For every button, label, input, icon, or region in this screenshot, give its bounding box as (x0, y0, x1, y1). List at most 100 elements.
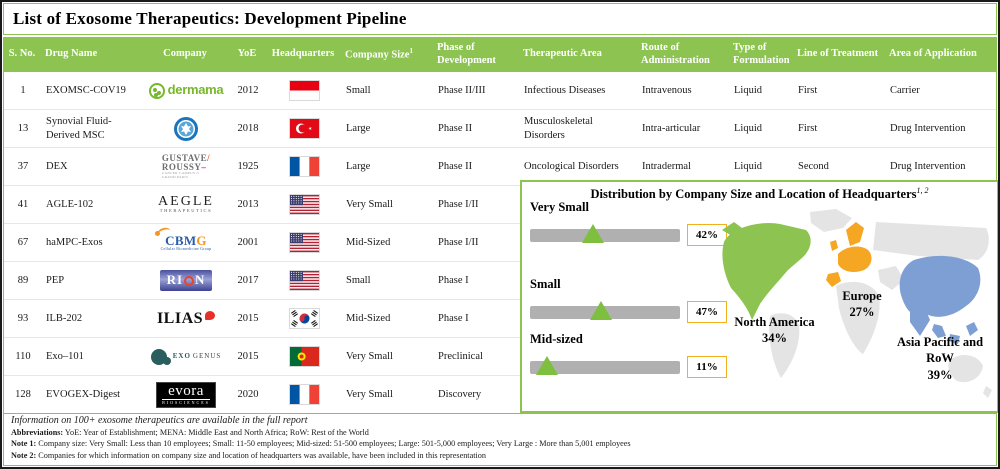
cell-headquarters-flag (266, 309, 342, 328)
cell-formulation: Liquid (734, 84, 762, 96)
usa-flag-icon (289, 271, 319, 290)
cell-phase: Phase I/II (438, 236, 479, 248)
cell-yoe: 1925 (237, 160, 259, 172)
cell-drug-name: AGLE-102 (46, 198, 94, 210)
cell-drug-name: PEP (46, 274, 65, 286)
cell-line-of-treatment: Second (798, 160, 829, 172)
column-header-yoe: YoE (237, 48, 257, 60)
ilias-logo: ILIAS (157, 309, 216, 329)
cell-drug-name: EVOGEX-Digest (46, 388, 121, 400)
cell-formulation: Liquid (734, 122, 762, 134)
cell-company-size: Very Small (346, 350, 393, 362)
france-flag-icon (289, 385, 319, 404)
column-header-route-of-administration: Route of Administration (641, 42, 710, 66)
column-header-drug-name: Drug Name (45, 48, 98, 60)
column-header-company-size: Company Size1 (345, 47, 413, 61)
cell-drug-name: Synovial Fluid-Derived MSC (46, 116, 112, 141)
cell-phase: Preclinical (438, 350, 483, 362)
map-china (899, 255, 981, 317)
region-value: 27% (849, 305, 875, 320)
cbmg-logo: CBMG Cellular Biomedicine Group (154, 225, 212, 251)
cell-s-no: 89 (17, 274, 29, 286)
cell-application: Carrier (890, 84, 920, 96)
cell-headquarters-flag (266, 233, 342, 252)
bar-group-very-small: Very Small 42% (530, 200, 735, 246)
cell-headquarters-flag (266, 157, 342, 176)
map-africa (836, 281, 880, 354)
indonesia-flag-icon (289, 81, 319, 100)
map-australia (948, 355, 983, 383)
cell-s-no: 110 (15, 350, 31, 362)
france-flag-icon (289, 157, 319, 176)
table-row: 1 EXOMSC-COV19 dermama 2012 Small Phase II/II… (4, 72, 996, 110)
usa-flag-icon (289, 233, 319, 252)
cell-company-size: Small (346, 84, 371, 96)
footer-note-lines: Abbreviations: YoE: Year of Establishmen… (11, 427, 989, 461)
cell-drug-name: ILB-202 (46, 312, 83, 324)
bar-track (530, 229, 680, 242)
cell-headquarters-flag (266, 271, 342, 290)
cell-yoe: 2015 (237, 350, 259, 362)
map-south-america (769, 313, 800, 378)
cell-application: Drug Intervention (890, 122, 966, 134)
gustave-roussy-logo: GUSTAVE/ROUSSY– CANCER CAMPUS /\ GRAND PAR… (161, 153, 211, 179)
cell-phase: Phase II (438, 160, 473, 172)
dermama-icon (148, 82, 165, 99)
cell-company-size: Large (346, 122, 371, 134)
cell-route: Intra-articular (642, 122, 701, 134)
column-header-area-of-application: Area of Application (889, 48, 977, 60)
cell-company-logo (142, 116, 230, 142)
column-header-phase-of-development: Phase of Development (437, 42, 496, 66)
map-north-america (722, 222, 811, 320)
cell-phase: Phase I/II (438, 198, 479, 210)
region-value: 39% (927, 367, 953, 382)
bar-label: Small (530, 277, 561, 291)
cell-company-logo: ILIAS (142, 309, 230, 329)
table-row: 89 PEP RI N 2017 Small Phase I (4, 262, 996, 300)
map-label-europe: Europe 27% (822, 288, 902, 321)
bar-label: Very Small (530, 200, 589, 214)
title-bar: List of Exosome Therapeutics: Developmen… (3, 3, 997, 35)
evora-biosciences-logo: evora BIOSCIENCES (156, 381, 216, 408)
map-uk (830, 240, 838, 251)
cell-s-no: 128 (15, 388, 31, 400)
table-row: 110 Exo–101 EXO GENUS 2015 Very Small Preclini… (4, 338, 996, 376)
cell-s-no: 41 (17, 198, 29, 210)
table-row: 41 AGLE-102 AEGLE THERAPEUTICS 2013 Very Smal… (4, 186, 996, 224)
map-iberia (826, 272, 841, 287)
cell-drug-name: Exo–101 (46, 350, 84, 362)
cell-company-logo: AEGLE THERAPEUTICS (142, 194, 230, 214)
usa-flag-icon (289, 195, 319, 214)
bar-group-small: Small 47% (530, 277, 735, 323)
bar-group-mid-sized: Mid-sized 11% (530, 332, 735, 378)
cell-headquarters-flag (266, 385, 342, 404)
cell-yoe: 2012 (237, 84, 259, 96)
university-badge-logo (173, 116, 199, 142)
dermama-logo: dermama (148, 82, 224, 99)
cell-company-size: Very Small (346, 388, 393, 400)
region-value: 34% (762, 331, 787, 346)
cell-phase: Phase II (438, 122, 473, 134)
bar-track (530, 361, 680, 374)
cell-s-no: 37 (17, 160, 29, 172)
cell-drug-name: haMPC-Exos (46, 236, 103, 248)
rion-logo: RI N (159, 270, 213, 291)
table-row: 37 DEX GUSTAVE/ROUSSY– CANCER CAMPUS /\ GRAN… (4, 148, 996, 186)
cell-yoe: 2013 (237, 198, 259, 210)
table-row: 93 ILB-202 ILIAS 2015 Mid-Sized Phase I (4, 300, 996, 338)
map-new-zealand (983, 386, 992, 398)
world-map (722, 209, 992, 398)
turkey-flag-icon (289, 119, 319, 138)
cell-s-no: 13 (17, 122, 29, 134)
cell-company-size: Mid-Sized (346, 236, 391, 248)
footer-note: Abbreviations: YoE: Year of Establishmen… (11, 428, 369, 437)
cell-yoe: 2015 (237, 312, 259, 324)
cell-yoe: 2020 (237, 388, 259, 400)
bar-label: Mid-sized (530, 332, 583, 346)
cell-route: Intradermal (642, 160, 691, 172)
column-header-s-no-: S. No. (8, 48, 36, 60)
cell-s-no: 67 (17, 236, 29, 248)
map-middle-east (878, 266, 904, 290)
portugal-flag-icon (289, 347, 319, 366)
